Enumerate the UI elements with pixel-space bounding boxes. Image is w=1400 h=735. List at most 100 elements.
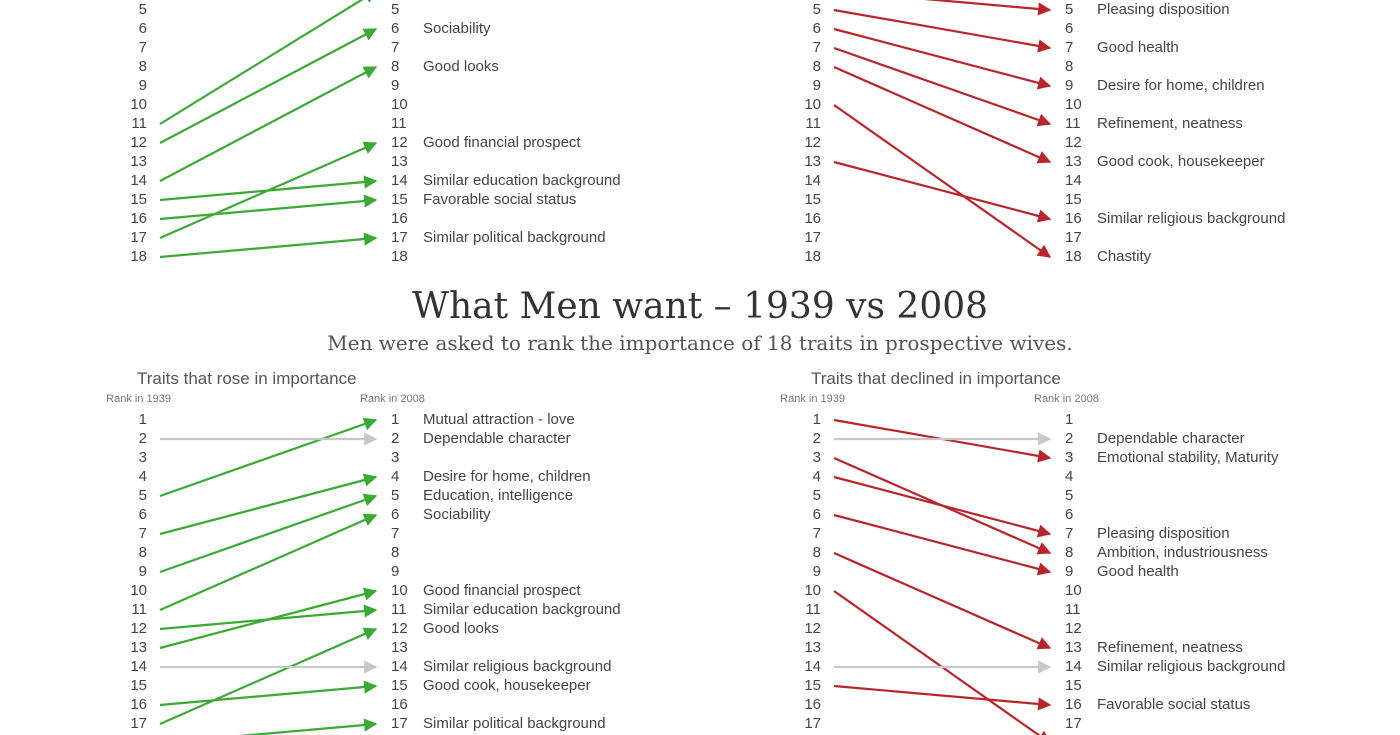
rank-1939-tick: 12 xyxy=(804,620,821,637)
slope-line-declined xyxy=(923,0,1052,16)
slope-line-declined xyxy=(833,46,1052,127)
rank-2008-tick: 5 xyxy=(1065,487,1073,504)
slope-line-declined xyxy=(833,475,1052,538)
rank-1939-tick: 13 xyxy=(804,153,821,170)
rank-1939-tick: 13 xyxy=(804,639,821,656)
rank-2008-tick: 7 xyxy=(1065,525,1073,542)
rank-2008-tick: 10 xyxy=(1065,582,1082,599)
rank-2008-tick: 6 xyxy=(391,20,399,37)
rank-1939-tick: 13 xyxy=(130,153,147,170)
rank-2008-tick: 14 xyxy=(1065,172,1082,189)
slope-line-declined xyxy=(833,684,1052,711)
rank-1939-tick: 12 xyxy=(804,134,821,151)
rank-2008-tick: 6 xyxy=(391,506,399,523)
rank-2008-tick: 3 xyxy=(391,449,399,466)
rank-1939-tick: 7 xyxy=(813,525,821,542)
rank-2008-tick: 16 xyxy=(391,210,408,227)
rank-2008-tick: 15 xyxy=(1065,677,1082,694)
rank-1939-tick: 1 xyxy=(813,411,821,428)
slope-line-declined xyxy=(833,551,1052,650)
rank-2008-tick: 14 xyxy=(391,658,408,675)
slope-line-rose xyxy=(159,417,378,498)
rank-2008-tick: 13 xyxy=(1065,639,1082,656)
rank-1939-tick: 8 xyxy=(139,544,147,561)
rank-1939-tick: 9 xyxy=(139,563,147,580)
rank-2008-tick: 8 xyxy=(391,544,399,561)
trait-label: Similar political background xyxy=(423,715,606,732)
rank-2008-tick: 17 xyxy=(1065,229,1082,246)
rank-1939-tick: 11 xyxy=(805,115,821,132)
rank-2008-tick: 1 xyxy=(391,411,399,428)
slope-line-rose xyxy=(159,604,378,631)
rank-1939-tick: 5 xyxy=(813,487,821,504)
chart-title: What Men want – 1939 vs 2008 xyxy=(411,286,989,327)
rank-1939-tick: 14 xyxy=(130,172,147,189)
rank-1939-tick: 16 xyxy=(130,696,147,713)
trait-label: Similar education background xyxy=(423,601,621,618)
slope-line-rose xyxy=(159,66,378,182)
trait-label: Chastity xyxy=(1097,248,1152,265)
rank-1939-tick: 7 xyxy=(139,39,147,56)
rank-1939-tick: 10 xyxy=(130,582,147,599)
slope-line-rose xyxy=(159,0,378,125)
slope-line-rose xyxy=(159,680,378,707)
rank-1939-tick: 9 xyxy=(813,563,821,580)
rank-2008-tick: 14 xyxy=(391,172,408,189)
rank-2008-tick: 11 xyxy=(391,115,407,132)
rank-1939-tick: 6 xyxy=(139,20,147,37)
trait-label: Pleasing disposition xyxy=(1097,525,1230,542)
trait-label: Good cook, housekeeper xyxy=(423,677,591,694)
rank-1939-tick: 2 xyxy=(813,430,821,447)
rank-2008-tick: 7 xyxy=(391,525,399,542)
rank-1939-tick: 14 xyxy=(130,658,147,675)
rank-2008-tick: 17 xyxy=(1065,715,1082,732)
rank-2008-tick: 18 xyxy=(391,248,408,265)
chart-subtitle: Men were asked to rank the importance of… xyxy=(327,331,1073,355)
slope-line-declined xyxy=(833,27,1052,90)
rank-2008-tick: 6 xyxy=(1065,506,1073,523)
trait-label: Good health xyxy=(1097,39,1179,56)
rank-2008-tick: 11 xyxy=(391,601,407,618)
trait-label: Good looks xyxy=(423,58,499,75)
slope-line-declined xyxy=(833,160,1052,223)
trait-label: Dependable character xyxy=(423,430,571,447)
rank-2008-tick: 12 xyxy=(391,134,408,151)
slope-line-declined xyxy=(833,104,1052,258)
rank-2008-tick: 7 xyxy=(391,39,399,56)
slope-line-rose xyxy=(159,473,378,536)
rank-2008-tick: 7 xyxy=(1065,39,1073,56)
rank-1939-tick: 17 xyxy=(130,229,147,246)
rank-2008-tick: 13 xyxy=(391,639,408,656)
slope-line-rose xyxy=(159,627,378,726)
rank-2008-tick: 4 xyxy=(391,468,399,485)
rank-2008-tick: 10 xyxy=(1065,96,1082,113)
rank-2008-tick: 14 xyxy=(1065,658,1082,675)
rank-2008-tick: 17 xyxy=(391,229,408,246)
trait-label: Favorable social status xyxy=(1097,696,1250,713)
rank-1939-tick: 15 xyxy=(130,191,147,208)
rank-2008-tick: 11 xyxy=(1065,601,1081,618)
rank-2008-tick: 8 xyxy=(1065,544,1073,561)
rank-1939-tick: 14 xyxy=(804,658,821,675)
rank-1939-tick: 16 xyxy=(804,696,821,713)
rank-1939-tick: 16 xyxy=(804,210,821,227)
rank-1939-tick: 5 xyxy=(139,487,147,504)
trait-label: Good looks xyxy=(423,620,499,637)
rank-2008-tick: 3 xyxy=(1065,449,1073,466)
rank-1939-tick: 4 xyxy=(813,468,821,485)
rank-1939-tick: 12 xyxy=(130,620,147,637)
trait-label: Ambition, industriousness xyxy=(1097,544,1268,561)
rank-1939-tick: 6 xyxy=(813,20,821,37)
rank-2008-tick: 6 xyxy=(1065,20,1073,37)
rank-2008-tick: 11 xyxy=(1065,115,1081,132)
rank-1939-tick: 7 xyxy=(813,39,821,56)
trait-label: Similar religious background xyxy=(1097,210,1285,227)
trait-label: Good cook, housekeeper xyxy=(1097,153,1265,170)
rank-2008-tick: 13 xyxy=(1065,153,1082,170)
rank-2008-tick: 2 xyxy=(391,430,399,447)
rank-1939-tick: 16 xyxy=(130,210,147,227)
trait-label: Favorable social status xyxy=(423,191,576,208)
rank-2008-tick: 10 xyxy=(391,96,408,113)
rank-1939-tick: 1 xyxy=(139,411,147,428)
